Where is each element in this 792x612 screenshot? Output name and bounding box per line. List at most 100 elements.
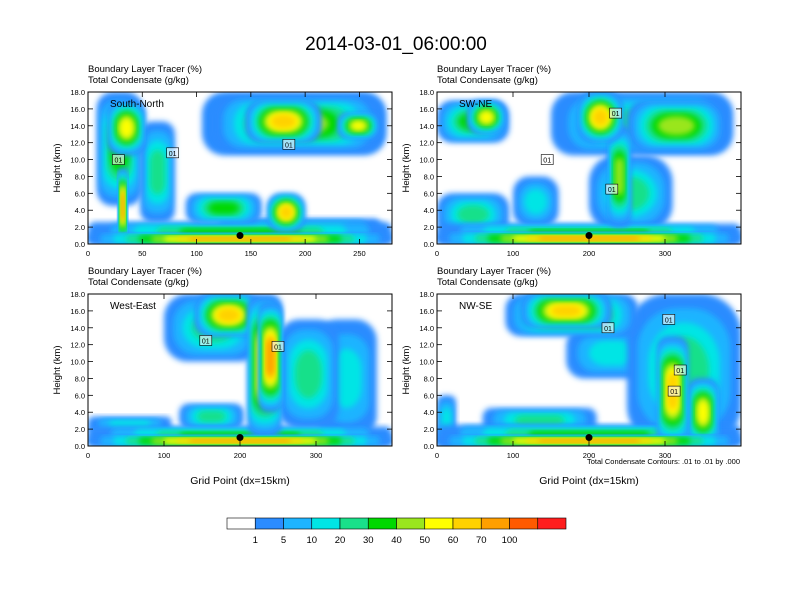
x-tick-label: 300 [659,249,672,258]
colorbar-swatch [452,517,482,530]
contour-label-box [282,139,296,150]
x-tick-label: 150 [245,249,258,258]
colorbar-label: 50 [419,535,430,546]
colorbar-swatch [509,517,539,530]
tracer-band [208,202,239,215]
x-tick-label: 300 [310,451,323,460]
panel-sw-ne: Boundary Layer Tracer (%)Total Condensat… [401,64,742,258]
tracer-band [295,350,322,399]
contour-label-box [662,314,676,325]
x-tick-label: 200 [234,451,247,460]
contour-label: 01 [285,142,293,149]
x-axis-label: Grid Point (dx=15km) [190,475,290,487]
y-tick-label: 0.0 [75,442,85,451]
location-marker [236,232,244,240]
panels: Boundary Layer Tracer (%)Total Condensat… [52,64,742,487]
tracer-band [350,121,366,131]
y-axis-label: Height (km) [52,143,63,192]
y-tick-label: 12.0 [419,139,434,148]
field [88,294,392,446]
contour-label-box [199,335,213,346]
tracer-band [592,108,609,127]
contour-label: 01 [676,368,684,375]
x-tick-label: 200 [583,451,596,460]
x-tick-label: 100 [507,249,520,258]
tracer-band [589,340,635,366]
colorbar-swatch [226,517,256,530]
contour-label-box [667,385,681,397]
tracer-band [119,118,134,138]
y-tick-label: 8.0 [75,172,85,181]
panel-title-line1: Boundary Layer Tracer (%) [88,266,202,277]
x-tick-label: 50 [138,249,146,258]
x-tick-label: 250 [353,249,366,258]
panel-nw-se: Boundary Layer Tracer (%) Total Condensat… [401,266,742,487]
colorbar-swatch [396,517,426,530]
panel-west-east: Boundary Layer Tracer (%)Total Condensat… [52,266,393,487]
y-tick-label: 16.0 [70,307,85,316]
y-tick-label: 2.0 [75,223,85,232]
colorbar-label: 100 [502,535,518,546]
y-tick-label: 14.0 [70,324,85,333]
y-tick-label: 12.0 [419,341,434,350]
colorbar-swatch [283,517,313,530]
contour-label: 01 [543,158,551,165]
y-tick-label: 6.0 [75,391,85,400]
tracer-band [524,189,548,215]
colorbar-label: 10 [306,535,317,546]
colorbar-swatch [339,517,369,530]
x-tick-label: 0 [86,451,90,460]
y-tick-label: 16.0 [70,105,85,114]
tracer-band [279,205,293,219]
field [437,92,741,244]
colorbar-swatch [480,517,510,530]
contour-label: 01 [274,344,282,351]
panel-title-line1: Boundary Layer Tracer (%) [437,64,551,75]
colorbar-swatch [254,517,284,530]
contour-label-box [601,322,615,334]
y-tick-label: 10.0 [419,358,434,367]
y-tick-label: 8.0 [75,374,85,383]
tracer-band [216,307,241,323]
colorbar-label: 60 [448,535,459,546]
y-tick-label: 18.0 [70,290,85,299]
x-tick-label: 300 [659,451,672,460]
y-tick-label: 6.0 [424,189,434,198]
x-tick-label: 200 [299,249,312,258]
contour-label: 01 [670,389,678,396]
tracer-band [197,410,226,422]
colorbar-swatch [367,517,397,530]
y-axis-label: Height (km) [401,345,412,394]
tracer-band [479,111,494,124]
y-tick-label: 0.0 [75,240,85,249]
y-tick-label: 14.0 [419,122,434,131]
y-tick-label: 16.0 [419,105,434,114]
panel-label: West-East [110,301,156,312]
tracer-band [514,415,565,427]
location-marker [236,434,244,442]
colorbar-label: 5 [281,535,286,546]
colorbar-swatch [311,517,341,530]
contour-footnote: Total Condensate Contours: .01 to .01 by… [587,457,740,466]
y-tick-label: 18.0 [419,290,434,299]
contour-label-box [609,107,622,119]
x-tick-label: 0 [435,451,439,460]
y-tick-label: 18.0 [419,88,434,97]
y-tick-label: 2.0 [424,223,434,232]
contour-label-box [540,154,554,165]
field [88,92,392,244]
y-tick-label: 8.0 [424,374,434,383]
panel-title-line1: Boundary Layer Tracer (%) [437,266,551,277]
contour-label-box [271,341,285,352]
tracer-band [121,193,125,219]
contour-label: 01 [115,158,123,165]
y-tick-label: 8.0 [424,172,434,181]
plot-frame [87,91,393,245]
panel-label: South-North [110,99,164,110]
y-tick-label: 6.0 [75,189,85,198]
y-tick-label: 18.0 [70,88,85,97]
colorbar: 1 5 10 20 30 40 50 60 70 100 [226,517,567,546]
y-tick-label: 2.0 [424,425,434,434]
panel-title-line2: Total Condensate (g/kg) [88,277,189,288]
